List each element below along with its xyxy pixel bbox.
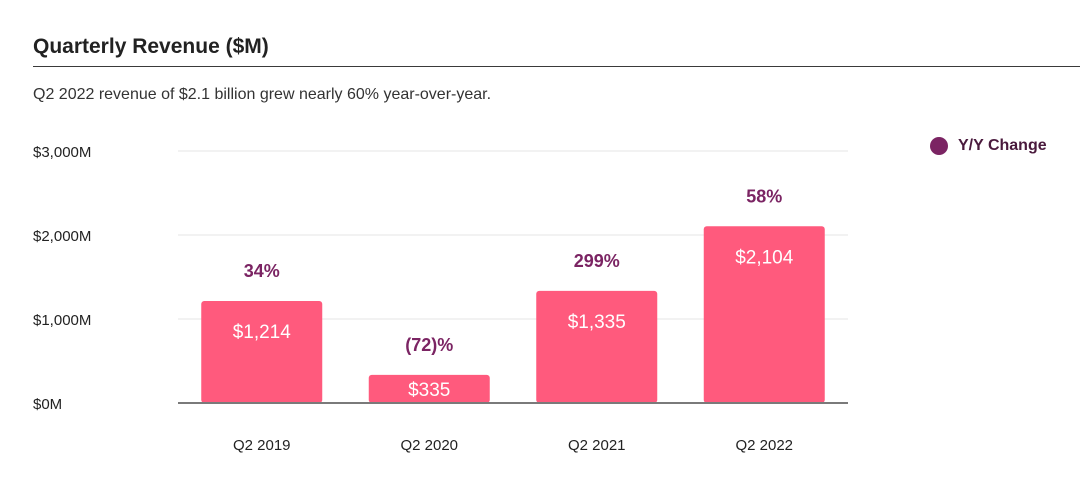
chart-title: Quarterly Revenue ($M) <box>33 35 269 58</box>
bar <box>201 301 323 403</box>
bar-value-label: $1,335 <box>568 312 626 333</box>
bar-value-label: $335 <box>408 380 450 401</box>
legend-marker <box>930 137 948 155</box>
bar <box>536 290 658 403</box>
x-tick-label: Q2 2019 <box>233 437 291 454</box>
bar-value-label: $2,104 <box>735 247 794 268</box>
x-tick-label: Q2 2020 <box>400 437 458 454</box>
yoy-change-label: 34% <box>244 261 280 281</box>
bar <box>368 374 490 403</box>
legend-label: Y/Y Change <box>958 137 1047 154</box>
bar <box>703 226 825 403</box>
y-tick-label: $2,000M <box>33 228 91 245</box>
chart-subtitle: Q2 2022 revenue of $2.1 billion grew nea… <box>33 86 492 103</box>
y-tick-label: $3,000M <box>33 144 91 161</box>
yoy-change-label: 299% <box>574 251 620 271</box>
bar-value-label: $1,214 <box>233 322 292 343</box>
title-divider <box>33 66 1080 67</box>
legend: Y/Y Change <box>930 137 1047 155</box>
y-tick-label: $0M <box>33 396 62 413</box>
y-tick-label: $1,000M <box>33 312 91 329</box>
x-tick-label: Q2 2021 <box>568 437 626 454</box>
yoy-change-label: 58% <box>746 186 782 206</box>
yoy-change-label: (72)% <box>405 335 453 355</box>
x-tick-label: Q2 2022 <box>735 437 793 454</box>
